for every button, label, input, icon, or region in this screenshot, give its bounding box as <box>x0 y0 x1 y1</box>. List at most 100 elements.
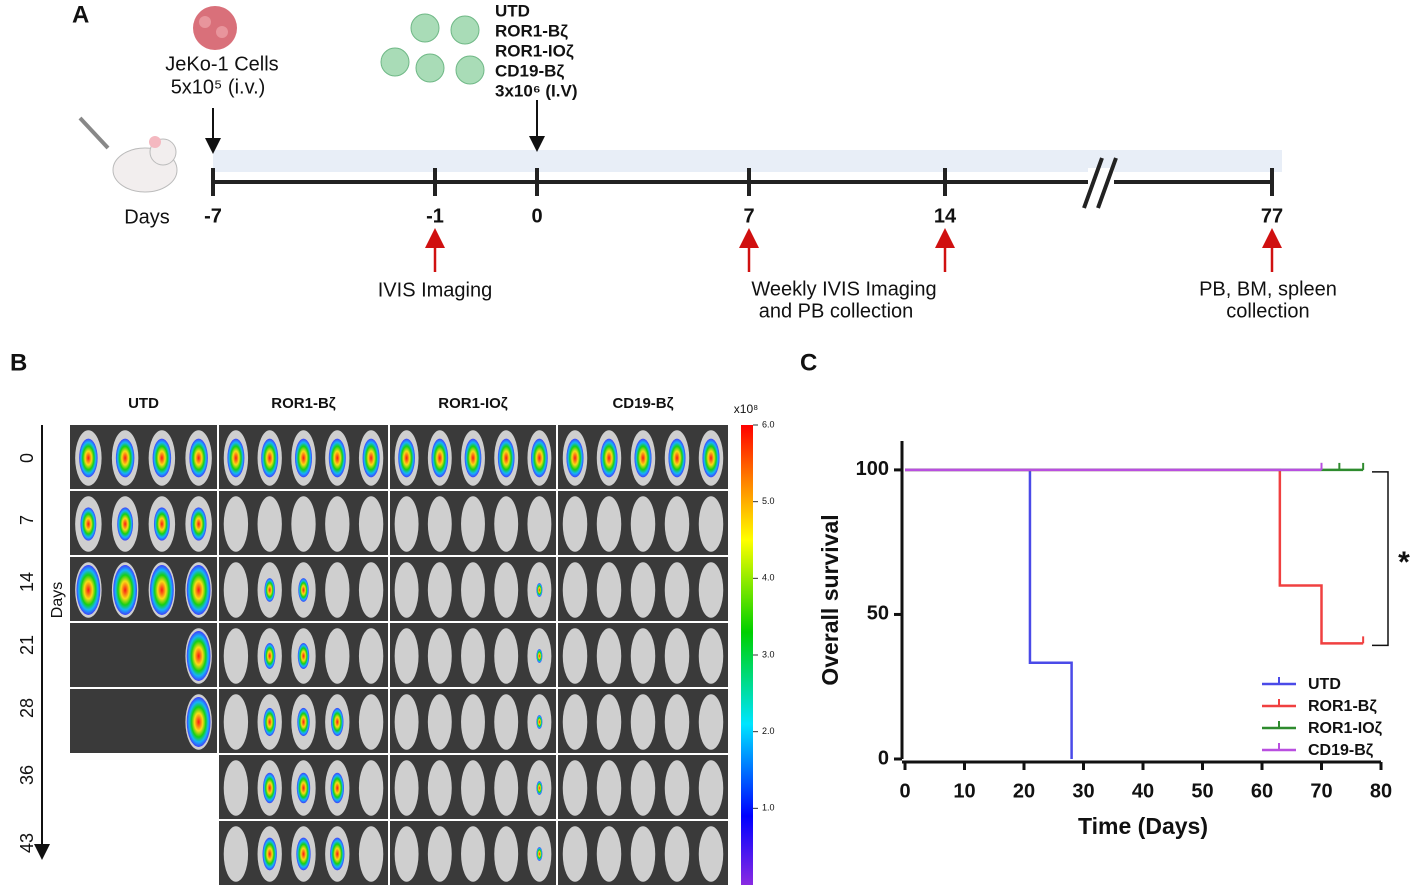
days-label: Days <box>49 582 66 618</box>
mouse <box>325 628 350 684</box>
x-tick-label: 10 <box>953 780 975 802</box>
signal <box>536 715 543 729</box>
mouse <box>630 496 656 552</box>
mouse <box>394 760 419 816</box>
note: collection <box>1226 300 1309 322</box>
note: PB, BM, spleen <box>1199 278 1337 300</box>
signal <box>328 438 346 478</box>
signal <box>330 772 344 804</box>
mouse <box>427 694 452 750</box>
mouse <box>461 826 485 882</box>
signal <box>186 697 211 747</box>
bracket <box>1372 471 1389 647</box>
signal <box>186 565 211 615</box>
legend-label: ROR1-IOζ <box>1308 720 1383 737</box>
group-label: ROR1-IOζ <box>438 395 508 412</box>
injection-label: JeKo-1 Cells <box>165 53 278 75</box>
signal <box>297 707 310 737</box>
mouse <box>630 694 656 750</box>
mouse <box>461 628 485 684</box>
mouse <box>562 496 588 552</box>
signal <box>600 438 618 478</box>
x-tick-label: 80 <box>1370 780 1392 802</box>
car-group: ROR1-Bζ <box>495 21 568 40</box>
mouse <box>461 760 485 816</box>
signal <box>262 837 277 871</box>
signal <box>115 438 135 478</box>
panel-letter: B <box>10 349 27 376</box>
mouse <box>427 496 452 552</box>
mouse <box>461 496 485 552</box>
day-label: 7 <box>17 515 37 525</box>
signal <box>497 438 515 478</box>
mouse <box>291 496 316 552</box>
timeline-band <box>213 150 1282 172</box>
mouse <box>562 562 588 618</box>
mouse <box>596 496 622 552</box>
signal <box>152 438 172 478</box>
x-tick-label: 70 <box>1310 780 1332 802</box>
mouse <box>394 628 419 684</box>
signal <box>536 847 543 861</box>
mouse <box>698 496 724 552</box>
injection-dose: 5x10⁵ (i.v.) <box>171 76 266 98</box>
mouse <box>596 562 622 618</box>
day-label: -7 <box>204 205 222 227</box>
signal <box>362 438 380 478</box>
signal <box>634 438 652 478</box>
mouse <box>596 628 622 684</box>
mouse <box>494 496 519 552</box>
mouse <box>494 826 519 882</box>
mouse <box>596 826 622 882</box>
mouse <box>698 562 724 618</box>
day-label: 28 <box>17 698 37 718</box>
day-label: 14 <box>17 572 37 592</box>
colorbar-label: 2.0 <box>762 726 775 736</box>
signal <box>76 565 101 615</box>
day-label: 7 <box>743 205 754 227</box>
note: and PB collection <box>759 300 914 322</box>
y-tick-label: 100 <box>856 458 889 480</box>
mouse <box>664 628 690 684</box>
y-label: Overall survival <box>817 514 843 685</box>
day-label: 36 <box>17 765 37 785</box>
survival-line <box>905 468 1073 759</box>
signal <box>263 772 277 804</box>
mouse <box>664 496 690 552</box>
x-tick-label: 0 <box>899 780 910 802</box>
mouse <box>325 562 350 618</box>
mouse <box>427 562 452 618</box>
day-label: 43 <box>17 833 37 853</box>
signal <box>536 649 543 663</box>
signal <box>431 438 449 478</box>
mouse <box>358 562 384 618</box>
panel-letter: C <box>800 349 817 376</box>
y-tick-label: 0 <box>878 747 889 769</box>
mouse <box>461 562 485 618</box>
day-label: 14 <box>934 205 957 227</box>
car-t-icon <box>380 13 485 85</box>
signal <box>536 583 543 597</box>
signal <box>263 642 276 670</box>
signal <box>227 438 245 478</box>
x-tick-label: 20 <box>1013 780 1035 802</box>
mouse <box>698 760 724 816</box>
mouse <box>562 760 588 816</box>
x-tick-label: 60 <box>1251 780 1273 802</box>
signal <box>153 507 170 541</box>
y-tick-label: 50 <box>867 603 889 625</box>
colorbar-unit: x10⁸ <box>734 402 758 416</box>
mouse <box>630 562 656 618</box>
mouse <box>494 760 519 816</box>
mouse <box>664 760 690 816</box>
mouse <box>494 628 519 684</box>
mouse <box>394 826 419 882</box>
mouse <box>325 496 350 552</box>
days-label: Days <box>124 206 170 228</box>
mouse <box>358 496 384 552</box>
signal <box>296 772 311 804</box>
signal <box>531 438 548 478</box>
mouse <box>358 628 384 684</box>
signal <box>398 438 415 478</box>
